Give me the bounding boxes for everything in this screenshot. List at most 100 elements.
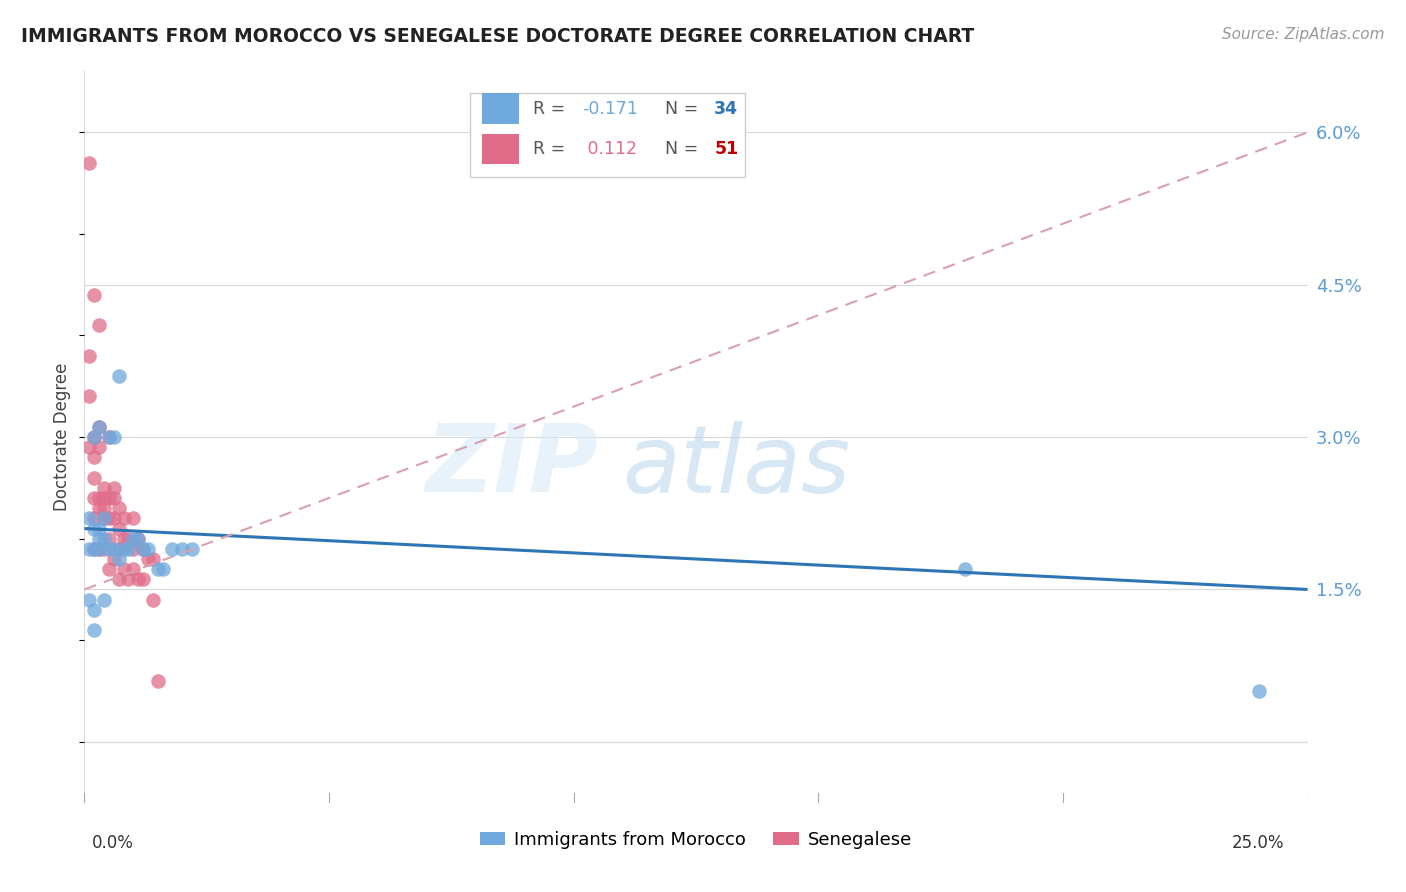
Point xyxy=(87,440,110,454)
Point xyxy=(953,562,976,576)
FancyBboxPatch shape xyxy=(482,94,519,124)
Point xyxy=(97,430,120,444)
Point xyxy=(97,562,120,576)
Point xyxy=(152,562,174,576)
Point xyxy=(136,552,159,566)
Point xyxy=(112,532,135,546)
Point xyxy=(93,511,115,525)
Point xyxy=(112,562,135,576)
Point xyxy=(162,541,184,556)
Point xyxy=(142,592,165,607)
Point xyxy=(93,481,115,495)
Point xyxy=(77,349,100,363)
Point xyxy=(1247,684,1270,698)
Point xyxy=(127,572,149,586)
Text: 34: 34 xyxy=(714,100,738,118)
Text: IMMIGRANTS FROM MOROCCO VS SENEGALESE DOCTORATE DEGREE CORRELATION CHART: IMMIGRANTS FROM MOROCCO VS SENEGALESE DO… xyxy=(21,27,974,45)
Point xyxy=(97,430,120,444)
Point xyxy=(83,430,105,444)
Point xyxy=(122,562,145,576)
Point xyxy=(103,491,125,505)
Point xyxy=(97,491,120,505)
Point xyxy=(122,532,145,546)
Point xyxy=(103,430,125,444)
Point xyxy=(87,541,110,556)
FancyBboxPatch shape xyxy=(470,94,745,178)
Point xyxy=(117,532,139,546)
Point xyxy=(87,491,110,505)
Point xyxy=(77,592,100,607)
Point xyxy=(83,491,105,505)
Point xyxy=(87,532,110,546)
Point xyxy=(83,511,105,525)
Text: 0.0%: 0.0% xyxy=(91,834,134,852)
Point xyxy=(146,673,169,688)
Point xyxy=(87,541,110,556)
Point xyxy=(122,541,145,556)
Point xyxy=(77,440,100,454)
Point xyxy=(87,501,110,516)
Point xyxy=(83,603,105,617)
Point xyxy=(146,562,169,576)
Point xyxy=(83,623,105,637)
Point xyxy=(93,491,115,505)
Point xyxy=(107,501,129,516)
Point xyxy=(132,572,155,586)
Point xyxy=(107,369,129,384)
Point xyxy=(87,420,110,434)
Point xyxy=(103,552,125,566)
Point xyxy=(136,541,159,556)
Point xyxy=(93,541,115,556)
Point xyxy=(83,430,105,444)
Text: Source: ZipAtlas.com: Source: ZipAtlas.com xyxy=(1222,27,1385,42)
Text: N =: N = xyxy=(665,100,704,118)
Point xyxy=(117,541,139,556)
Point xyxy=(107,552,129,566)
Legend: Immigrants from Morocco, Senegalese: Immigrants from Morocco, Senegalese xyxy=(472,823,920,856)
Point xyxy=(112,541,135,556)
Point xyxy=(83,450,105,465)
Text: -0.171: -0.171 xyxy=(582,100,638,118)
Point xyxy=(122,511,145,525)
FancyBboxPatch shape xyxy=(482,134,519,164)
Point xyxy=(112,511,135,525)
Point xyxy=(83,541,105,556)
Point xyxy=(181,541,204,556)
Point xyxy=(83,471,105,485)
Point xyxy=(77,511,100,525)
Point xyxy=(107,541,129,556)
Point xyxy=(127,532,149,546)
Point xyxy=(87,420,110,434)
Point xyxy=(77,389,100,403)
Text: R =: R = xyxy=(533,100,571,118)
Point xyxy=(93,532,115,546)
Point xyxy=(127,532,149,546)
Point xyxy=(103,511,125,525)
Point xyxy=(117,572,139,586)
Point xyxy=(87,521,110,535)
Text: R =: R = xyxy=(533,140,571,158)
Point xyxy=(97,541,120,556)
Point xyxy=(97,511,120,525)
Text: 0.112: 0.112 xyxy=(582,140,637,158)
Y-axis label: Doctorate Degree: Doctorate Degree xyxy=(53,363,72,511)
Text: N =: N = xyxy=(665,140,704,158)
Point xyxy=(93,511,115,525)
Point xyxy=(172,541,194,556)
Point xyxy=(93,501,115,516)
Point xyxy=(83,288,105,302)
Point xyxy=(77,541,100,556)
Point xyxy=(83,541,105,556)
Point xyxy=(77,155,100,169)
Point xyxy=(107,521,129,535)
Point xyxy=(132,541,155,556)
Point xyxy=(107,572,129,586)
Text: atlas: atlas xyxy=(623,421,851,512)
Point xyxy=(93,592,115,607)
Point xyxy=(87,318,110,333)
Point xyxy=(83,521,105,535)
Point xyxy=(97,532,120,546)
Point xyxy=(132,541,155,556)
Text: 25.0%: 25.0% xyxy=(1232,834,1285,852)
Point xyxy=(142,552,165,566)
